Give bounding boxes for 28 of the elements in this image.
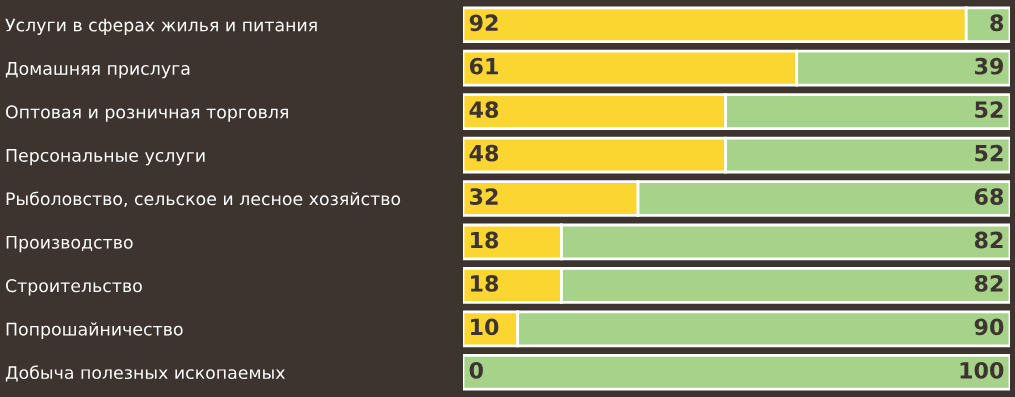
data-label: 82 xyxy=(974,231,1003,249)
data-label: 82 xyxy=(974,275,1003,292)
data-label: 61 xyxy=(469,57,498,75)
y-tick-label: Персональные услуги xyxy=(6,148,205,166)
y-tick-label: Добыча полезных ископаемых xyxy=(5,365,285,382)
data-label: 52 xyxy=(975,144,1003,162)
y-tick-label: Услуги в сферах жилья и питания xyxy=(5,18,317,35)
y-tick-label: Рыболовство, сельское и лесное хозяйство xyxy=(6,191,401,208)
data-label: 32 xyxy=(470,188,498,205)
y-tick-label: Производство xyxy=(6,235,133,253)
y-tick-label: Строительство xyxy=(5,279,142,296)
data-label: 48 xyxy=(469,144,499,162)
bar xyxy=(463,353,1010,391)
data-label: 18 xyxy=(471,275,499,292)
data-label: 18 xyxy=(471,231,499,249)
data-label: 68 xyxy=(974,188,1004,205)
data-label: 90 xyxy=(974,318,1004,336)
data-label: 48 xyxy=(469,101,499,119)
data-label: 100 xyxy=(960,361,1004,379)
y-tick-label: Домашняя прислуга xyxy=(5,62,190,79)
y-tick-label: Попрошайничество xyxy=(6,322,183,340)
data-label: 10 xyxy=(471,318,499,336)
data-label: 52 xyxy=(975,101,1003,119)
data-label: 92 xyxy=(469,14,498,32)
data-label: 8 xyxy=(990,14,1004,32)
data-label: 39 xyxy=(975,57,1004,75)
y-tick-label: Оптовая и розничная торговля xyxy=(5,105,288,122)
annotation: 0 xyxy=(469,361,483,379)
